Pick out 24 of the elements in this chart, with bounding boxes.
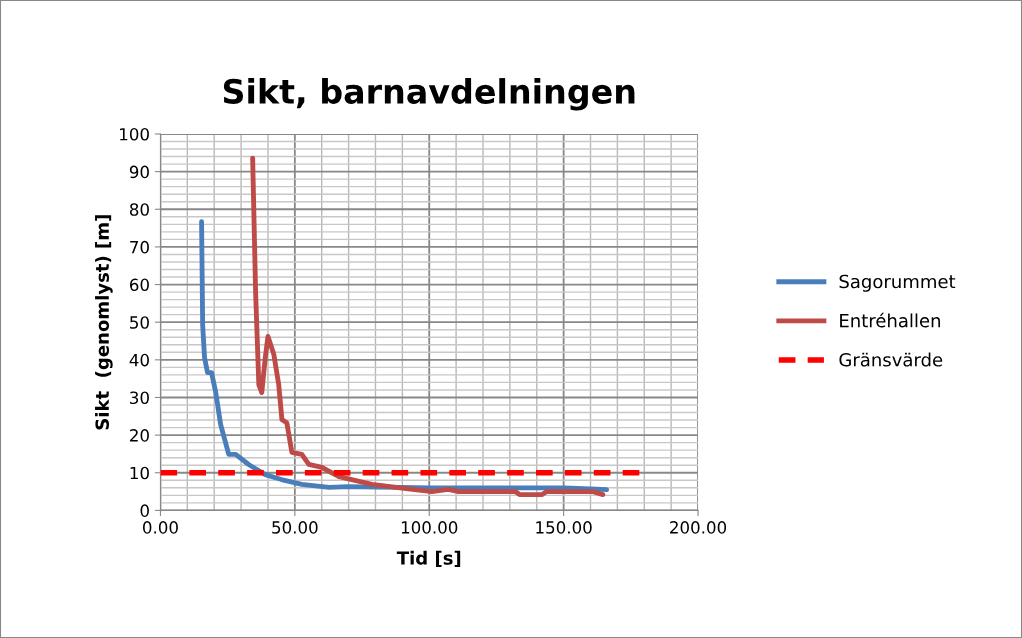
line-series — [250, 155, 606, 498]
x-axis-title: Tid [s] — [396, 550, 461, 567]
line-series — [199, 219, 610, 493]
y-tick-label: 0 — [140, 504, 149, 517]
x-tick-label: 50.00 — [272, 521, 318, 534]
y-tick-label: 40 — [129, 353, 149, 367]
x-tick-label: 0.00 — [143, 521, 178, 534]
y-tick-label: 20 — [130, 429, 149, 442]
y-tick-label: 80 — [129, 203, 149, 216]
y-tick-label: 10 — [130, 466, 149, 480]
chart-title: Sikt, barnavdelningen — [223, 78, 635, 111]
y-tick-label: 100 — [120, 127, 149, 141]
y-axis-title: Sikt (genomlyst) [m] — [95, 215, 113, 430]
legend-label: Gränsvärde — [839, 352, 943, 367]
y-tick-label: 90 — [129, 165, 149, 179]
y-tick-label: 70 — [130, 240, 149, 254]
y-tick-label: 50 — [130, 316, 149, 329]
y-tick-label: 30 — [130, 391, 149, 405]
x-tick-label: 100.00 — [401, 521, 458, 534]
x-tick-label: 150.00 — [536, 521, 592, 534]
y-tick-label: 60 — [129, 278, 149, 292]
legend-label: Sagorummet — [839, 274, 956, 292]
x-tick-label: 200.00 — [670, 521, 727, 534]
legend-label: Entréhallen — [840, 312, 940, 328]
